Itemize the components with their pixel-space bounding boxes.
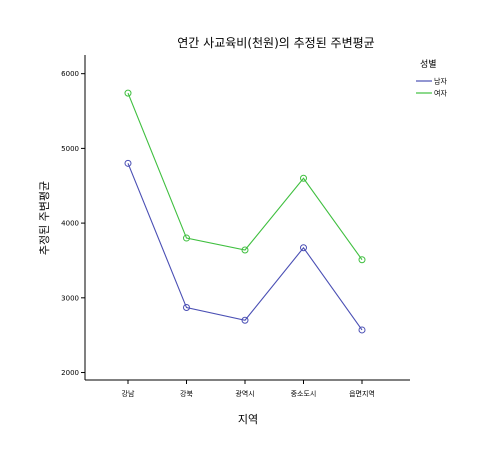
chart-title: 연간 사교육비(천원)의 추정된 주변평균: [177, 35, 374, 50]
data-point: [124, 89, 132, 97]
data-point: [241, 316, 249, 324]
x-tick-label: 중소도시: [291, 390, 317, 398]
series-line-1: [127, 163, 363, 331]
legend-item-label: 남자: [434, 77, 447, 86]
data-point: [300, 244, 307, 252]
x-axis: 강남 강북 광역시 중소도시 읍면지역: [122, 380, 375, 398]
x-tick-label: 강북: [180, 389, 193, 398]
y-tick-label: 3000: [61, 294, 79, 302]
y-tick-label: 2000: [61, 369, 79, 377]
data-point: [358, 326, 366, 334]
y-tick-label: 4000: [61, 220, 79, 228]
data-point: [300, 174, 307, 182]
series-line-2: [127, 92, 363, 261]
y-tick-label: 5000: [61, 145, 79, 153]
x-tick-label: 광역시: [235, 389, 254, 398]
data-point: [183, 304, 190, 312]
x-tick-label: 읍면지역: [349, 389, 375, 398]
y-axis: 2000 3000 4000 5000 6000: [61, 70, 85, 377]
x-axis-title: 지역: [238, 413, 258, 426]
data-point: [241, 246, 249, 254]
x-tick-label: 강남: [122, 389, 135, 398]
series-layer: [124, 89, 366, 334]
data-point: [183, 234, 190, 242]
legend-title: 성별: [420, 59, 437, 70]
y-axis-title: 추정된 주변평균: [38, 181, 51, 255]
plot-frame: [84, 55, 410, 381]
data-point: [124, 159, 132, 167]
data-point: [358, 256, 366, 264]
y-tick-label: 6000: [61, 70, 79, 78]
legend-item-label: 여자: [434, 89, 447, 98]
